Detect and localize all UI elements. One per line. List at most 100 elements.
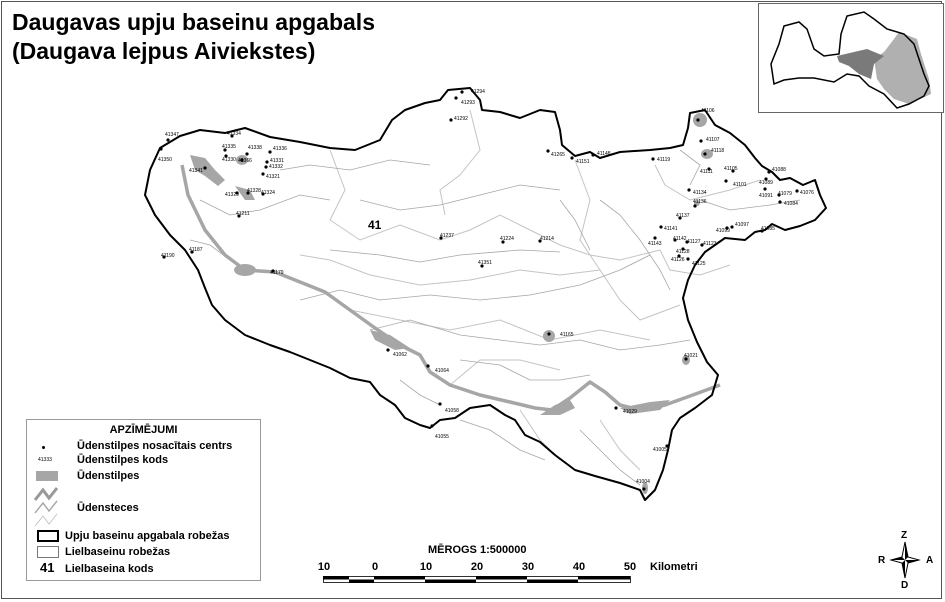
water-body-centre-dot bbox=[760, 229, 764, 233]
water-body-centre-dot bbox=[703, 152, 707, 156]
legend-thick-box-symbol bbox=[37, 530, 59, 542]
water-body-code-label: 41123 bbox=[703, 241, 717, 247]
water-body-centre-dot bbox=[686, 257, 690, 261]
water-body-centre-dot bbox=[651, 157, 655, 161]
water-body-centre-dot bbox=[591, 153, 595, 157]
water-body-centre-dot bbox=[162, 255, 166, 259]
water-body-centre-dot bbox=[673, 238, 677, 242]
water-body-centre-dot bbox=[271, 269, 275, 273]
legend-waterbody-symbol bbox=[36, 471, 58, 481]
water-body-code-label: 41118 bbox=[711, 148, 724, 154]
water-body-centre-dot bbox=[795, 189, 799, 193]
water-body-code-label: 41099 bbox=[716, 228, 730, 234]
legend-item-code: Ūdenstilpes kods bbox=[77, 454, 169, 466]
water-bodies bbox=[190, 113, 713, 494]
compass-west: R bbox=[878, 555, 886, 566]
water-body-code-label: 41187 bbox=[189, 247, 203, 253]
water-body-centre-dot bbox=[547, 332, 551, 336]
water-body-code-label: 41055 bbox=[435, 434, 449, 440]
daugava-river bbox=[180, 164, 721, 412]
water-body-code-label: 41332 bbox=[269, 164, 283, 170]
basin-boundary bbox=[144, 87, 827, 501]
water-body-centre-dot bbox=[699, 139, 703, 143]
water-body-code-label: 41237 bbox=[440, 233, 454, 239]
water-body-code-label: 41076 bbox=[800, 190, 814, 196]
water-body-code-label: 41294 bbox=[471, 89, 485, 95]
legend-item-streams: Ūdensteces bbox=[77, 502, 139, 514]
compass-east: A bbox=[926, 555, 934, 566]
legend-basin-code-sample: 41 bbox=[40, 560, 55, 575]
water-body-code-label: 41366 bbox=[238, 158, 252, 164]
water-body-code-label: 41338 bbox=[248, 145, 262, 151]
compass-star-icon bbox=[889, 541, 921, 579]
water-body-code-label: 41151 bbox=[576, 159, 590, 165]
water-body-code-label: 41330 bbox=[222, 157, 236, 163]
water-body-code-label: 41101 bbox=[733, 182, 747, 188]
scale-tick: 20 bbox=[470, 561, 484, 573]
water-body-centre-dot bbox=[570, 156, 574, 160]
water-body-centre-dot bbox=[438, 402, 442, 406]
legend-item-basin-boundary: Upju baseinu apgabala robežas bbox=[65, 530, 230, 542]
water-body-code-label: 41021 bbox=[684, 353, 698, 359]
water-body-centre-dot bbox=[767, 170, 771, 174]
water-body-centre-dot bbox=[261, 172, 265, 176]
streams bbox=[189, 149, 801, 486]
legend: APZĪMĒJUMI Ūdenstilpes nosacītais centrs… bbox=[26, 419, 261, 581]
water-body-code-label: 41265 bbox=[551, 152, 565, 158]
water-body-code-label: 41004 bbox=[636, 479, 650, 485]
water-body-centre-dot bbox=[665, 444, 669, 448]
water-body-code-label: 41334 bbox=[227, 131, 241, 137]
water-body-code-label: 41143 bbox=[648, 241, 662, 247]
scale-tick: 50 bbox=[623, 561, 637, 573]
water-body-code-label: 41134 bbox=[693, 190, 707, 196]
water-body-code-label: 41165 bbox=[560, 332, 574, 338]
compass-south: D bbox=[901, 580, 909, 591]
water-body-centre-dot bbox=[685, 240, 689, 244]
water-body-code-label: 41111 bbox=[700, 169, 713, 175]
water-body-code-label: 41058 bbox=[445, 408, 459, 414]
water-body-code-label: 41079 bbox=[778, 191, 792, 197]
water-body-code-label: 41097 bbox=[735, 222, 749, 228]
water-body-centre-dot bbox=[546, 149, 550, 153]
water-body-centre-dot bbox=[166, 138, 170, 142]
water-body-centre-dot bbox=[778, 200, 782, 204]
water-body-code-label: 41088 bbox=[772, 167, 786, 173]
water-body-centre-dot bbox=[777, 193, 781, 197]
water-body-centre-dot bbox=[731, 169, 735, 173]
water-body-centre-dot bbox=[614, 406, 618, 410]
water-body-centre-dot bbox=[240, 158, 244, 162]
water-body-code-label: 41329 bbox=[225, 192, 239, 198]
water-body-code-label: 41335 bbox=[222, 144, 236, 150]
water-body-code-label: 41224 bbox=[500, 236, 514, 242]
water-body-centre-dot bbox=[687, 188, 691, 192]
water-body-code-label: 41324 bbox=[261, 190, 275, 196]
basin-code-label: 41 bbox=[368, 218, 382, 232]
water-body-centre-dot bbox=[684, 357, 688, 361]
water-body-code-label: 41062 bbox=[393, 352, 407, 358]
scale-bar bbox=[323, 576, 631, 583]
water-body-centre-dot bbox=[480, 264, 484, 268]
legend-item-centre: Ūdenstilpes nosacītais centrs bbox=[77, 440, 233, 452]
water-body-centre-dot bbox=[235, 191, 239, 195]
water-body-centre-dot bbox=[693, 204, 697, 208]
compass-north: Z bbox=[901, 530, 908, 541]
water-body-code-label: 41085 bbox=[761, 226, 775, 232]
water-body-code-label: 41137 bbox=[676, 213, 690, 219]
water-body-centre-dot bbox=[653, 236, 657, 240]
water-body-centre-dot bbox=[245, 152, 249, 156]
title-line-2: (Daugava lejpus Aiviekstes) bbox=[12, 38, 316, 64]
water-body-centre-dot bbox=[764, 177, 768, 181]
water-body-code-label: 41141 bbox=[664, 226, 678, 232]
legend-dot-symbol bbox=[42, 446, 45, 449]
water-body-centre-dot bbox=[439, 236, 443, 240]
water-body-code-label: 41351 bbox=[478, 260, 492, 266]
water-body-centre-dot bbox=[449, 118, 453, 122]
water-body-code-label: 41214 bbox=[540, 236, 554, 242]
water-body-code-label: 41142 bbox=[673, 236, 687, 242]
water-body-code-label: 41089 bbox=[759, 180, 773, 186]
water-body-centre-dot bbox=[261, 192, 265, 196]
water-body-centre-dot bbox=[224, 154, 228, 158]
legend-thin-box-symbol bbox=[37, 546, 59, 558]
water-body-centre-dot bbox=[203, 166, 207, 170]
